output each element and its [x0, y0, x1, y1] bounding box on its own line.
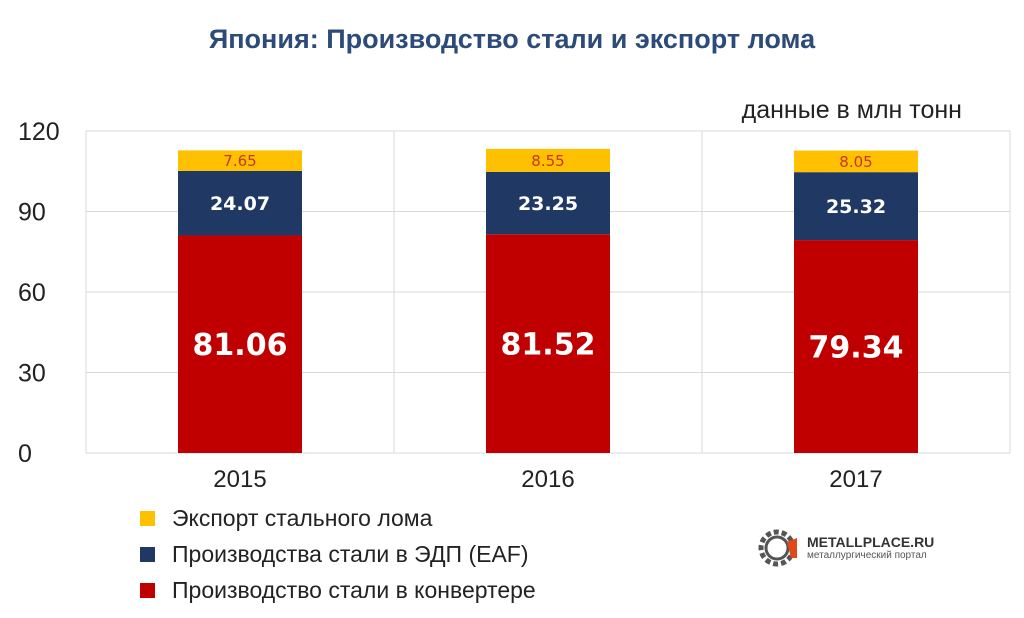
- x-tick-label: 2016: [521, 466, 574, 493]
- legend-label: Производства стали в ЭДП (EAF): [172, 540, 529, 567]
- x-tick-label: 2015: [213, 466, 266, 493]
- y-tick-label: 90: [18, 199, 46, 227]
- y-tick-label: 0: [18, 440, 32, 468]
- bar-segment: [486, 148, 610, 172]
- data-label: 24.07: [210, 193, 270, 215]
- data-label: 81.06: [193, 328, 288, 363]
- x-tick-label: 2017: [829, 466, 882, 493]
- legend-label: Экспорт стального лома: [172, 504, 433, 531]
- bar-segment: [178, 170, 302, 236]
- chart-title: Япония: Производство стали и экспорт лом…: [208, 24, 816, 54]
- legend-swatch-eaf: [140, 546, 155, 562]
- legend-item-eaf: Производства стали в ЭДП (EAF): [140, 536, 536, 572]
- legend-item-scrap-export: Экспорт стального лома: [140, 500, 536, 536]
- data-label: 25.32: [826, 196, 886, 218]
- data-label: 79.34: [809, 330, 904, 365]
- logo-tagline: металлургический портал: [807, 550, 927, 561]
- legend-label: Производство стали в конвертере: [172, 576, 536, 603]
- data-label: 8.55: [531, 152, 564, 170]
- gear-icon: [758, 529, 797, 567]
- unit-note: данные в млн тонн: [741, 96, 962, 124]
- data-label: 23.25: [518, 193, 578, 215]
- data-label: 7.65: [223, 152, 256, 170]
- bar-segment: [178, 150, 302, 171]
- y-tick-label: 120: [18, 118, 60, 146]
- site-logo: METALLPLACE.RU металлургический портал: [757, 528, 934, 568]
- chart-legend: Экспорт стального лома Производства стал…: [140, 500, 536, 608]
- bar-segment: [486, 234, 610, 453]
- data-label: 8.05: [839, 153, 872, 171]
- bar-segment: [486, 171, 610, 235]
- bar-chart: 0 30 60 90 120 81.06 24.07 7.65 2015 81.52 23.25 8.…: [18, 118, 1011, 493]
- data-label: 81.52: [501, 327, 596, 362]
- y-tick-label: 60: [18, 279, 46, 307]
- y-tick-label: 30: [18, 360, 46, 388]
- bar-segment: [794, 150, 918, 173]
- logo-name: METALLPLACE.RU: [807, 534, 935, 550]
- legend-item-converter: Производство стали в конвертере: [140, 572, 536, 608]
- bar-segment: [794, 240, 918, 453]
- bar-segment: [794, 172, 918, 241]
- bar-segment: [178, 235, 302, 453]
- legend-swatch-converter: [140, 582, 155, 598]
- legend-swatch-scrap-export: [140, 510, 155, 526]
